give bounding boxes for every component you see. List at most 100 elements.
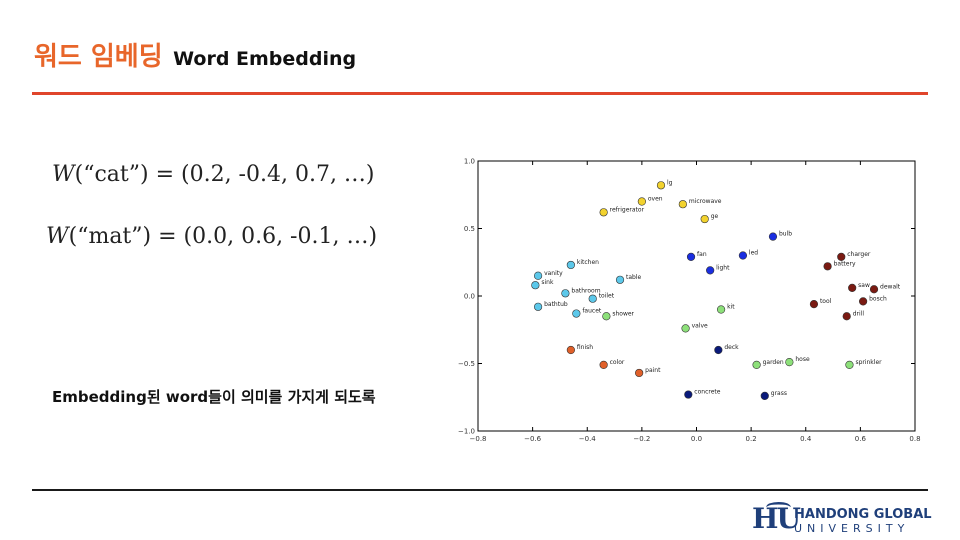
point-label-toilet: toilet — [599, 293, 615, 300]
point-lg — [656, 181, 666, 190]
university-logo: H͡U HANDONG GLOBAL UNIVERSITY — [752, 500, 932, 540]
point-label-color: color — [610, 359, 625, 366]
y-tick-label: −0.5 — [458, 360, 475, 368]
point-label-fan: fan — [697, 251, 707, 258]
point-refrigerator — [599, 208, 608, 217]
point-microwave — [678, 200, 687, 209]
point-battery — [823, 262, 832, 271]
point-tool — [809, 300, 819, 309]
x-tick-label: 0.2 — [746, 435, 757, 443]
point-grass — [760, 391, 769, 400]
point-label-paint: paint — [645, 367, 661, 374]
point-kit — [716, 305, 726, 314]
point-vanity — [533, 271, 543, 280]
logo-line-1: HANDONG GLOBAL — [794, 507, 932, 522]
caption-text: Embedding된 word들이 의미를 가지게 되도록 — [52, 388, 376, 406]
title-divider — [32, 92, 928, 95]
point-light — [706, 266, 715, 275]
point-label-tool: tool — [820, 298, 832, 305]
point-table — [615, 275, 625, 284]
y-tick-label: 0.0 — [464, 293, 475, 301]
point-label-bulb: bulb — [779, 231, 792, 238]
title-korean: 워드 임베딩 — [34, 42, 163, 72]
point-finish — [566, 345, 575, 355]
equation-function: W — [52, 162, 75, 187]
point-label-refrigerator: refrigerator — [610, 206, 645, 213]
point-shower — [602, 312, 611, 321]
logo-mark: H͡U — [752, 502, 801, 535]
equation-argument: (“mat”) — [68, 224, 152, 249]
point-label-concrete: concrete — [694, 389, 720, 396]
point-dewalt — [869, 285, 879, 294]
point-label-garden: garden — [763, 359, 784, 366]
x-tick-label: 0.0 — [691, 435, 702, 443]
point-label-sink: sink — [541, 279, 554, 286]
point-label-table: table — [626, 274, 642, 281]
point-ge — [700, 214, 709, 224]
x-tick-label: 0.4 — [800, 435, 812, 443]
plot-frame — [477, 160, 916, 432]
x-tick-label: 0.8 — [909, 435, 920, 443]
point-label-sprinkler: sprinkler — [855, 359, 882, 366]
point-kitchen — [566, 260, 575, 270]
point-sprinkler — [845, 360, 854, 369]
point-bulb — [768, 232, 778, 241]
title-english: Word Embedding — [173, 48, 357, 70]
point-paint — [635, 368, 644, 378]
point-label-charger: charger — [847, 251, 871, 258]
point-label-battery: battery — [834, 260, 856, 267]
point-label-hose: hose — [795, 356, 810, 363]
point-label-kit: kit — [727, 304, 735, 311]
x-tick-label: −0.8 — [470, 435, 487, 443]
point-color — [599, 360, 608, 369]
y-tick-label: 0.5 — [464, 225, 475, 233]
point-faucet — [572, 309, 581, 318]
point-bathtub — [533, 302, 543, 311]
point-saw — [848, 283, 857, 292]
point-garden — [752, 360, 761, 369]
point-label-bathtub: bathtub — [544, 301, 568, 308]
y-tick-label: 1.0 — [464, 158, 475, 166]
equation-vector: = (0.2, -0.4, 0.7, …) — [148, 162, 375, 187]
y-tick-label: −1.0 — [458, 428, 475, 436]
equation-vector: = (0.0, 0.6, -0.1, …) — [151, 224, 378, 249]
point-label-microwave: microwave — [689, 198, 722, 205]
point-valve — [681, 324, 690, 333]
x-tick-label: −0.2 — [633, 435, 650, 443]
point-toilet — [588, 294, 597, 303]
point-oven — [637, 197, 646, 206]
point-label-finish: finish — [577, 344, 593, 351]
point-label-light: light — [716, 264, 730, 271]
point-label-ge: ge — [711, 213, 719, 220]
point-bosch — [859, 297, 868, 306]
point-label-kitchen: kitchen — [577, 259, 599, 266]
point-label-lg: lg — [667, 179, 673, 186]
equation-function: W — [46, 224, 69, 249]
point-sink — [531, 281, 540, 290]
point-label-dewalt: dewalt — [880, 283, 901, 290]
point-label-drill: drill — [853, 310, 865, 317]
point-label-valve: valve — [692, 322, 708, 329]
point-led — [738, 251, 748, 260]
embedding-scatter-chart: −0.8 −0.6 −0.4 −0.2 0.0 0.2 0.4 0.6 0.8 1.0 0.5 0.0… — [458, 158, 921, 444]
point-bathroom — [561, 289, 570, 298]
equation-cat: W(“cat”) = (0.2, -0.4, 0.7, …) — [52, 162, 375, 187]
point-deck — [714, 345, 723, 355]
point-label-shower: shower — [612, 310, 634, 317]
point-drill — [842, 312, 851, 321]
point-label-grass: grass — [771, 390, 787, 397]
x-tick-label: −0.4 — [579, 435, 597, 443]
point-label-deck: deck — [724, 344, 739, 351]
point-label-vanity: vanity — [544, 270, 563, 277]
slide-title: 워드 임베딩 Word Embedding — [34, 36, 356, 73]
x-tick-label: 0.6 — [855, 435, 867, 443]
point-label-oven: oven — [648, 196, 663, 203]
point-label-bathroom: bathroom — [571, 287, 600, 294]
point-fan — [686, 252, 696, 261]
point-hose — [785, 358, 794, 367]
point-label-led: led — [749, 250, 758, 257]
equation-mat: W(“mat”) = (0.0, 0.6, -0.1, …) — [46, 224, 377, 249]
equation-argument: (“cat”) — [74, 162, 149, 187]
point-charger — [837, 252, 846, 261]
footer-divider — [32, 489, 928, 491]
